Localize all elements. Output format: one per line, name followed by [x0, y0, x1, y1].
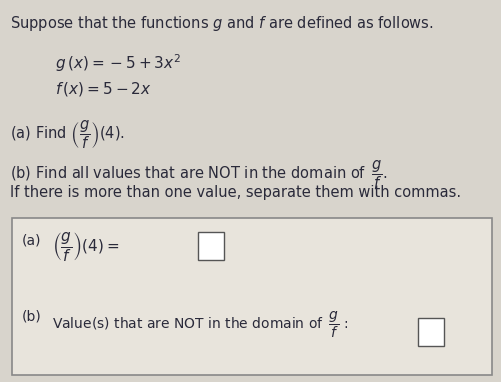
Text: $f\,(x)=5-2x$: $f\,(x)=5-2x$ [55, 80, 152, 98]
Bar [198, 232, 224, 260]
Text: $\left(\dfrac{g}{f}\right)(4) = $: $\left(\dfrac{g}{f}\right)(4) = $ [52, 230, 119, 263]
Text: If there is more than one value, separate them with commas.: If there is more than one value, separat… [10, 185, 461, 200]
Text: Suppose that the functions $g$ and $f$ are defined as follows.: Suppose that the functions $g$ and $f$ a… [10, 14, 434, 33]
Text: (a) Find $\left(\dfrac{g}{f}\right)(4).$: (a) Find $\left(\dfrac{g}{f}\right)(4).$ [10, 118, 125, 151]
Bar [418, 318, 444, 346]
Text: (a): (a) [22, 234, 42, 248]
Text: Value(s) that are NOT in the domain of $\,\dfrac{g}{f}\,:$: Value(s) that are NOT in the domain of $… [52, 310, 349, 340]
Bar [12, 218, 492, 375]
Text: (b): (b) [22, 310, 42, 324]
Text: (b) Find all values that are NOT in the domain of $\,\dfrac{g}{f}.$: (b) Find all values that are NOT in the … [10, 158, 387, 191]
Text: $g\,(x)=-5+3x^2$: $g\,(x)=-5+3x^2$ [55, 52, 181, 74]
